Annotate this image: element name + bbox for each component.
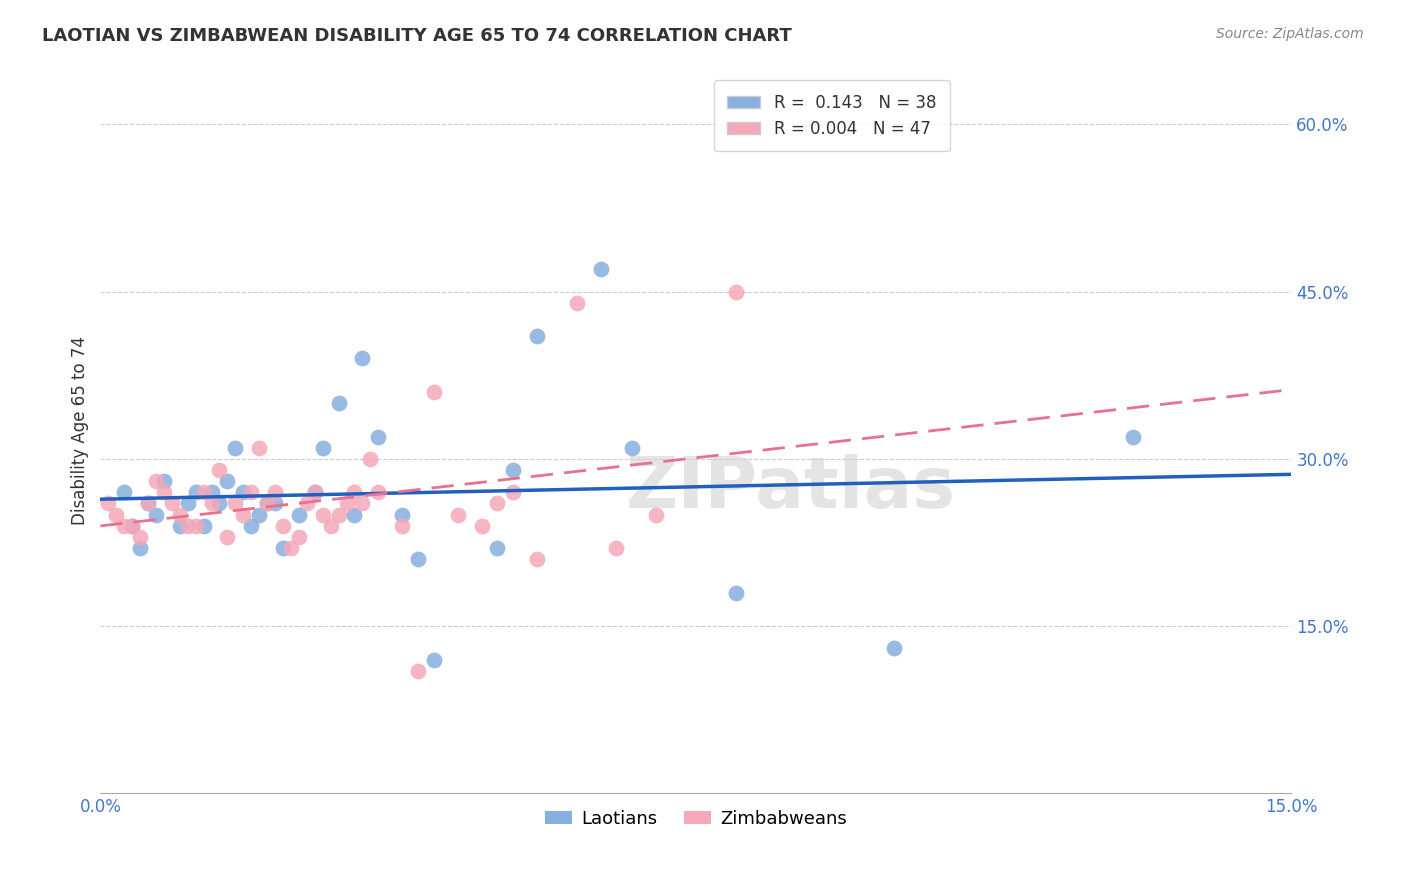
Point <box>256 496 278 510</box>
Point <box>470 518 492 533</box>
Point <box>295 496 318 510</box>
Point <box>486 496 509 510</box>
Point <box>264 496 287 510</box>
Point <box>145 474 167 488</box>
Point <box>193 485 215 500</box>
Point <box>883 641 905 656</box>
Point <box>328 508 350 522</box>
Point <box>406 664 429 678</box>
Point <box>112 518 135 533</box>
Point <box>105 508 128 522</box>
Point <box>391 518 413 533</box>
Point <box>335 496 357 510</box>
Point <box>240 518 263 533</box>
Point <box>224 441 246 455</box>
Point <box>288 530 311 544</box>
Point <box>129 541 152 555</box>
Point <box>621 441 644 455</box>
Point <box>391 508 413 522</box>
Point <box>145 508 167 522</box>
Point <box>359 451 381 466</box>
Point <box>1122 429 1144 443</box>
Point <box>247 508 270 522</box>
Point <box>447 508 470 522</box>
Point <box>232 508 254 522</box>
Point <box>112 485 135 500</box>
Point <box>271 541 294 555</box>
Point <box>256 496 278 510</box>
Point <box>486 541 509 555</box>
Point <box>121 518 143 533</box>
Point <box>240 485 263 500</box>
Point <box>193 518 215 533</box>
Point <box>406 552 429 566</box>
Point <box>153 474 176 488</box>
Point <box>502 485 524 500</box>
Point <box>319 518 342 533</box>
Legend: Laotians, Zimbabweans: Laotians, Zimbabweans <box>537 803 855 835</box>
Point <box>526 329 548 343</box>
Point <box>232 485 254 500</box>
Point <box>160 496 183 510</box>
Point <box>247 441 270 455</box>
Point <box>352 351 374 366</box>
Point <box>343 485 366 500</box>
Point <box>200 485 222 500</box>
Point <box>565 295 588 310</box>
Point <box>367 485 389 500</box>
Point <box>97 496 120 510</box>
Point <box>271 518 294 533</box>
Point <box>367 429 389 443</box>
Point <box>605 541 627 555</box>
Point <box>280 541 302 555</box>
Point <box>136 496 159 510</box>
Point <box>304 485 326 500</box>
Point <box>312 441 335 455</box>
Point <box>526 552 548 566</box>
Point <box>169 518 191 533</box>
Point <box>176 518 198 533</box>
Point <box>288 508 311 522</box>
Point <box>224 496 246 510</box>
Point <box>724 585 747 599</box>
Point <box>724 285 747 299</box>
Point <box>645 508 668 522</box>
Point <box>343 508 366 522</box>
Point <box>328 396 350 410</box>
Point <box>264 485 287 500</box>
Text: ZIPatlas: ZIPatlas <box>626 454 956 524</box>
Point <box>423 652 446 666</box>
Point <box>136 496 159 510</box>
Point <box>184 518 207 533</box>
Point <box>153 485 176 500</box>
Point <box>312 508 335 522</box>
Text: Source: ZipAtlas.com: Source: ZipAtlas.com <box>1216 27 1364 41</box>
Point <box>423 384 446 399</box>
Point <box>352 496 374 510</box>
Point <box>200 496 222 510</box>
Point <box>217 530 239 544</box>
Point <box>208 496 231 510</box>
Point <box>589 262 612 277</box>
Point <box>169 508 191 522</box>
Point <box>304 485 326 500</box>
Point <box>502 463 524 477</box>
Point <box>121 518 143 533</box>
Y-axis label: Disability Age 65 to 74: Disability Age 65 to 74 <box>72 336 89 525</box>
Point <box>176 496 198 510</box>
Point <box>208 463 231 477</box>
Point <box>217 474 239 488</box>
Point <box>184 485 207 500</box>
Text: LAOTIAN VS ZIMBABWEAN DISABILITY AGE 65 TO 74 CORRELATION CHART: LAOTIAN VS ZIMBABWEAN DISABILITY AGE 65 … <box>42 27 792 45</box>
Point <box>129 530 152 544</box>
